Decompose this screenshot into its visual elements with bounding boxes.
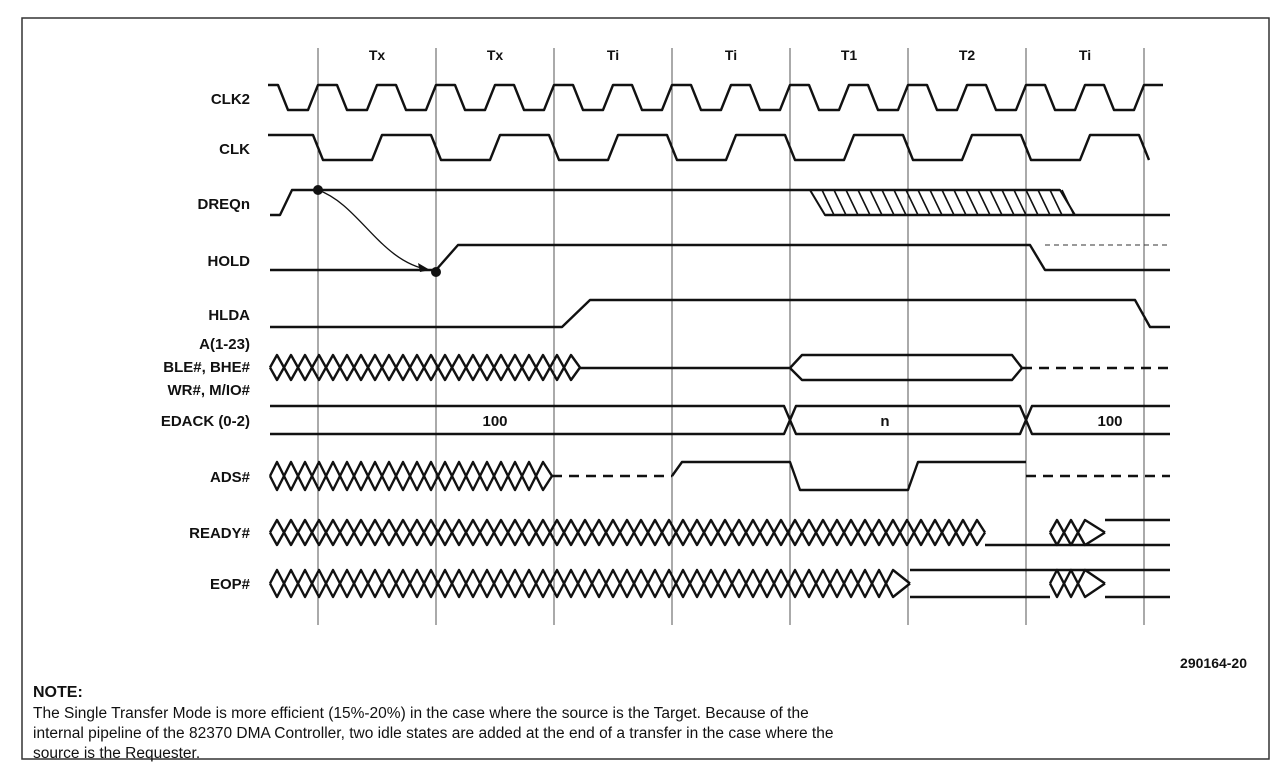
state-label: T1 [841, 47, 858, 63]
bus-value: 100 [482, 413, 507, 430]
figure-id: 290164-20 [1180, 655, 1247, 671]
frame [21, 17, 1270, 760]
crosshatch [268, 518, 987, 547]
hatch-line [1001, 189, 1015, 216]
clk2-wave [268, 83, 1163, 112]
hatch-line [929, 189, 943, 216]
hatch-line [965, 189, 979, 216]
hatch-line [869, 189, 883, 216]
hatch-line [881, 189, 895, 216]
hatch-line [1025, 189, 1039, 216]
hatch-line [953, 189, 967, 216]
note-title: NOTE: [33, 684, 83, 701]
hatch-line [917, 189, 931, 216]
signal-label: HLDA [208, 307, 250, 324]
signal-label: BLE#, BHE# [163, 359, 250, 376]
note-line: source is the Requester. [33, 745, 200, 762]
crosshatch [268, 568, 911, 599]
hatch-lines [821, 189, 1075, 216]
hatch-line [977, 189, 991, 216]
crosshatch [1048, 518, 1106, 547]
crosshatch [1048, 518, 1106, 547]
clk-wave [268, 133, 1151, 162]
addr-valid [788, 353, 1024, 382]
signal-label: DREQn [198, 196, 251, 213]
crosshatch [268, 568, 911, 599]
bus-value: n [880, 413, 889, 430]
signal-label: A(1-23) [199, 336, 250, 353]
note-line: internal pipeline of the 82370 DMA Contr… [33, 725, 833, 742]
hatch-line [1013, 189, 1027, 216]
hatch-line [833, 189, 847, 216]
hatch-line [905, 189, 919, 216]
hold-wave [270, 243, 1170, 272]
state-label: Ti [607, 47, 619, 63]
edack-bottom [270, 404, 1170, 436]
state-label: Tx [369, 47, 386, 63]
hatch-line [1049, 189, 1063, 216]
signal-label: HOLD [208, 253, 251, 270]
state-label: T2 [959, 47, 976, 63]
hatch-line [989, 189, 1003, 216]
hatch-line [1061, 189, 1075, 216]
signal-label: CLK2 [211, 91, 250, 108]
hatch-line [857, 189, 871, 216]
crosshatch [268, 460, 554, 492]
hatch-line [1037, 189, 1051, 216]
signal-label: READY# [189, 525, 251, 542]
signal-label: EDACK (0-2) [161, 413, 250, 430]
signal-label: ADS# [210, 469, 251, 486]
state-label: Ti [725, 47, 737, 63]
crosshatch [268, 518, 987, 547]
signal-label: CLK [219, 141, 250, 158]
dreq-hatch [808, 189, 1077, 216]
state-label: Tx [487, 47, 504, 63]
crosshatch [1048, 568, 1106, 599]
state-label: Ti [1079, 47, 1091, 63]
edack-top [270, 404, 1170, 436]
crosshatch [1048, 568, 1106, 599]
hatch-line [893, 189, 907, 216]
hlda-wave [270, 298, 1170, 329]
note-line: The Single Transfer Mode is more efficie… [33, 705, 809, 722]
waveforms [268, 83, 1170, 599]
hatch-line [821, 189, 835, 216]
signal-label: WR#, M/IO# [167, 382, 250, 399]
signal-label: EOP# [210, 576, 251, 593]
crosshatch [268, 353, 581, 382]
hatch-line [845, 189, 859, 216]
ads-wave [671, 460, 1026, 492]
causal-arrow [317, 189, 431, 271]
hatch-line [941, 189, 955, 216]
bus-value: 100 [1097, 413, 1122, 430]
dreq-wave [270, 188, 1060, 217]
